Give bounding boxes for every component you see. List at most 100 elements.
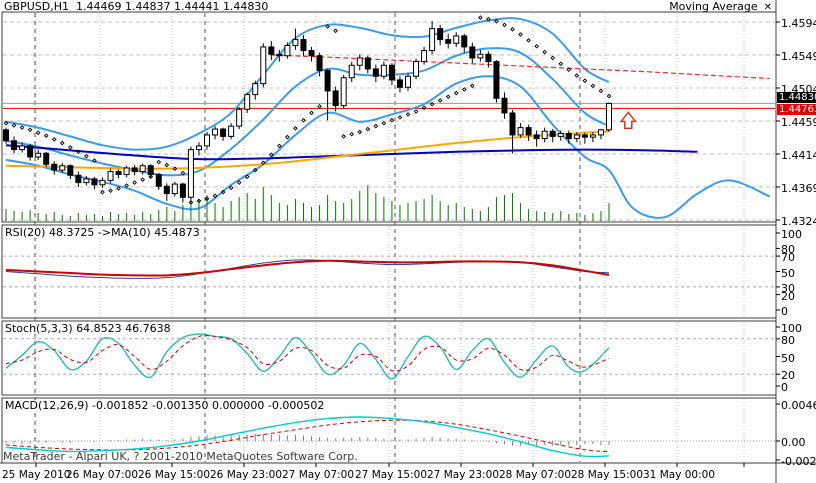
rsi-tick-label: 0 — [781, 305, 788, 318]
time-axis-label: 27 May 07:00 — [282, 469, 355, 481]
time-axis-label: 31 May 00:00 — [643, 469, 716, 481]
stoch-tick-label: 100 — [781, 322, 802, 335]
sar-dot — [566, 67, 572, 73]
candle-body — [51, 163, 58, 171]
rsi-tick-label: 70 — [781, 251, 795, 265]
candle-body — [91, 178, 98, 186]
price-tick-label: 1.43690 — [781, 182, 816, 195]
candle-body — [252, 83, 259, 96]
candle-body — [348, 64, 355, 79]
candle-body — [477, 53, 484, 59]
sar-dot — [333, 28, 338, 34]
candle-body — [228, 125, 235, 137]
rsi-tick-label: 20 — [781, 289, 795, 303]
sar-dot — [196, 198, 202, 204]
sar-dot — [526, 37, 531, 43]
sar-dot — [84, 153, 89, 159]
candle-body — [485, 53, 492, 63]
candle-body — [517, 127, 524, 136]
candle-body — [445, 39, 452, 44]
bollinger-middle-line — [5, 47, 610, 177]
stoch-tick-label: 20 — [781, 369, 795, 383]
sar-dot — [100, 189, 105, 195]
time-axis-label: 26 May 23:00 — [210, 469, 283, 481]
stoch-tick-label: 80 — [781, 333, 795, 347]
indicator-drop-box[interactable]: Moving Average ✕ — [669, 1, 772, 13]
sar-dot — [76, 149, 81, 155]
time-axis-label: 26 May 07:00 — [66, 469, 139, 481]
rsi-ma-line — [5, 259, 610, 277]
sar-dot — [188, 200, 194, 205]
sar-dot — [325, 24, 330, 29]
bid-price-box: 1.44830 — [777, 92, 816, 104]
candle-body — [284, 44, 291, 57]
sar-dot — [3, 120, 9, 126]
sar-dot — [574, 73, 580, 78]
chart-title-ohlc: GBPUSD,H1 1.44469 1.44837 1.44441 1.4483… — [4, 1, 268, 12]
sar-dot — [365, 126, 371, 132]
candle-body — [332, 90, 339, 107]
sar-dot — [268, 152, 274, 158]
candle-body — [147, 165, 154, 176]
sar-dot — [236, 180, 242, 185]
sar-dot — [51, 136, 57, 142]
candle-body — [19, 145, 26, 151]
candle-body — [268, 46, 275, 55]
candle-body — [187, 149, 194, 198]
candle-body — [364, 57, 371, 70]
candle-body — [405, 75, 411, 88]
ohlc-values: 1.44469 1.44837 1.44441 1.44830 — [75, 0, 269, 13]
candle-body — [413, 61, 420, 77]
sar-dot — [116, 186, 121, 191]
macd-line — [5, 416, 610, 458]
sar-dot — [389, 117, 395, 123]
candle-body — [356, 57, 363, 66]
sar-dot — [212, 193, 218, 199]
candle-body — [429, 28, 436, 52]
sar-dot — [220, 189, 226, 195]
sar-dot — [494, 18, 499, 24]
candle-body — [75, 174, 82, 184]
candle-body — [171, 183, 178, 195]
sar-dot — [285, 134, 290, 140]
sar-dot — [373, 123, 379, 129]
sar-dot — [35, 130, 41, 136]
candle-body — [212, 128, 219, 136]
candle-body — [525, 127, 532, 136]
sar-dot — [301, 117, 306, 123]
sar-dot — [228, 185, 234, 191]
candle-body — [493, 61, 500, 99]
candle-body — [565, 132, 572, 140]
candle-body — [35, 152, 42, 158]
bollinger-upper-line — [5, 17, 610, 151]
sar-dot — [429, 101, 435, 107]
candle-body — [533, 134, 540, 140]
candle-body — [324, 69, 331, 92]
sar-dot — [140, 177, 146, 183]
ma-red-dashed-line — [271, 54, 770, 80]
sar-dot — [502, 22, 507, 28]
sar-dot — [534, 43, 539, 49]
sar-dot — [461, 87, 467, 92]
sar-dot — [148, 174, 154, 180]
candle-body — [372, 68, 379, 77]
candle-body — [179, 183, 186, 198]
sar-dot — [204, 196, 210, 202]
stoch-tick-label: 0 — [781, 381, 788, 394]
sar-dot — [164, 162, 170, 168]
sar-dot — [260, 160, 266, 166]
candle-body — [300, 39, 307, 52]
sar-dot — [469, 83, 475, 89]
sar-dot — [27, 127, 33, 133]
candle-body — [83, 178, 90, 184]
candle-body — [501, 97, 508, 114]
sar-dot — [598, 88, 604, 94]
sar-dot — [558, 61, 564, 67]
sar-dot — [67, 145, 73, 150]
close-icon[interactable]: ✕ — [763, 2, 772, 13]
candle-body — [99, 179, 106, 186]
sar-dot — [381, 120, 387, 126]
sar-dot — [486, 16, 491, 22]
sar-dot — [309, 110, 314, 116]
